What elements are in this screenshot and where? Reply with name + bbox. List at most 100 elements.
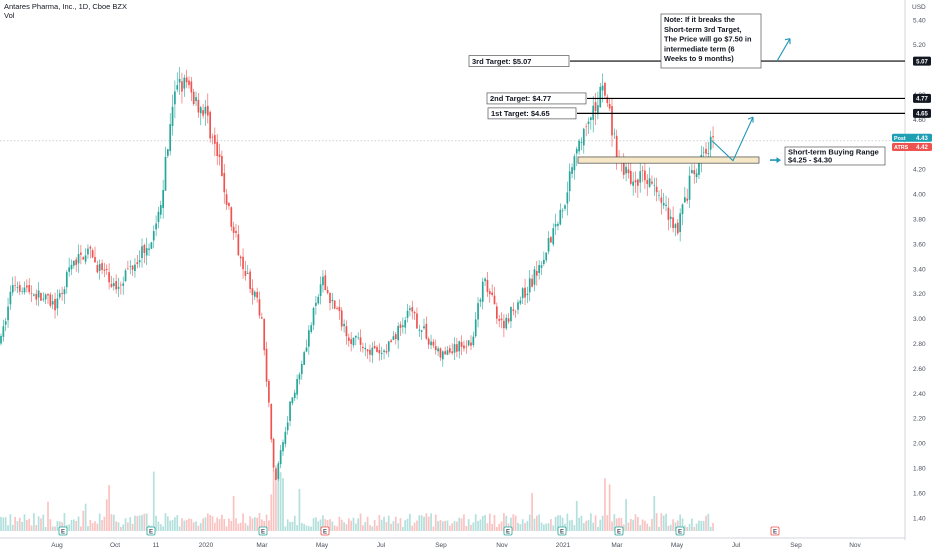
volume-bar — [2, 517, 5, 531]
candle-body — [37, 290, 40, 298]
candle-body — [463, 345, 465, 349]
volume-bar — [695, 523, 698, 531]
earnings-marker[interactable]: E — [258, 526, 268, 536]
volume-bar — [465, 526, 468, 531]
earnings-marker-box[interactable] — [320, 526, 330, 536]
candle-body — [18, 285, 21, 292]
candle-body — [242, 256, 244, 270]
volume-bar — [331, 521, 334, 531]
volume-bar — [498, 523, 501, 531]
candle-body — [547, 238, 550, 252]
volume-bar — [218, 519, 221, 531]
earnings-marker-box[interactable] — [503, 526, 513, 536]
candle-body — [503, 320, 505, 329]
candle-body — [277, 463, 280, 479]
volume-bar — [416, 520, 418, 531]
earnings-marker[interactable]: E — [675, 526, 685, 536]
candle-body — [413, 311, 416, 314]
volume-bar — [70, 519, 73, 531]
earnings-marker-box[interactable] — [146, 526, 156, 536]
volume-bar — [21, 521, 23, 531]
earnings-marker[interactable]: E — [557, 526, 567, 536]
y-tick-label: 2.60 — [913, 366, 926, 373]
candle-body — [373, 346, 376, 349]
candle-body — [68, 267, 70, 272]
volume-bar — [444, 520, 446, 531]
earnings-marker[interactable]: E — [503, 526, 513, 536]
y-tick-label: 3.00 — [913, 316, 926, 323]
candle-body — [484, 278, 486, 282]
earnings-marker-box[interactable] — [58, 526, 68, 536]
earnings-marker[interactable]: E — [614, 526, 624, 536]
candle-body — [258, 299, 261, 316]
candle-body — [265, 348, 268, 382]
volume-bar — [519, 524, 522, 531]
candle-body — [261, 317, 263, 319]
earnings-marker[interactable]: E — [320, 526, 330, 536]
volume-bar — [4, 517, 7, 531]
volume-bar — [427, 516, 430, 531]
y-tick-label: 2.00 — [913, 441, 926, 448]
candle-body — [437, 348, 439, 352]
candle-body — [98, 264, 101, 271]
volume-bar — [627, 522, 630, 531]
volume-bar — [7, 525, 9, 531]
candle-body — [634, 180, 637, 183]
target-price-tag-label: 4.65 — [916, 112, 928, 118]
volume-bar — [561, 517, 564, 531]
volume-bar — [251, 518, 254, 531]
x-tick-label: Sep — [435, 542, 447, 549]
volume-bar — [87, 526, 89, 531]
volume-bar — [141, 514, 143, 531]
candle-body — [597, 105, 599, 115]
earnings-marker[interactable]: E — [770, 526, 780, 536]
volume-bar — [385, 521, 388, 531]
volume-bar — [42, 514, 45, 531]
candle-body — [622, 160, 625, 175]
volume-bar — [559, 515, 562, 531]
volume-bar — [310, 526, 313, 531]
candle-body — [432, 341, 435, 346]
volume-bar — [449, 525, 451, 531]
candle-body — [315, 302, 317, 306]
candle-body — [291, 397, 294, 404]
candle-body — [453, 344, 456, 353]
candle-body — [199, 107, 202, 114]
candle-body — [526, 293, 529, 296]
candle-body — [150, 242, 153, 249]
volume-bar — [437, 521, 439, 531]
candle-body — [112, 283, 115, 287]
earnings-marker-box[interactable] — [675, 526, 685, 536]
earnings-marker[interactable]: E — [146, 526, 156, 536]
candle-body — [44, 294, 47, 300]
earnings-marker-box[interactable] — [770, 526, 780, 536]
earnings-marker-box[interactable] — [614, 526, 624, 536]
buying-range-box[interactable] — [577, 156, 760, 164]
volume-bar — [28, 518, 31, 531]
candle-body — [385, 351, 388, 353]
earnings-marker-box[interactable] — [557, 526, 567, 536]
earnings-marker[interactable]: E — [58, 526, 68, 536]
candle-body — [171, 106, 174, 127]
candle-body — [30, 292, 33, 294]
candle-body — [707, 153, 710, 154]
volume-bar — [171, 520, 174, 531]
volume-bar — [326, 520, 329, 531]
note-arrow[interactable] — [776, 38, 791, 62]
candle-body — [345, 326, 348, 337]
candle-body — [481, 281, 484, 302]
y-tick-label: 3.80 — [913, 217, 926, 224]
candle-body — [159, 205, 162, 215]
candle-body — [521, 288, 524, 299]
candle-body — [195, 97, 197, 102]
volume-bar — [571, 519, 573, 531]
projection-path[interactable] — [711, 116, 754, 162]
volume-bar — [188, 518, 190, 531]
candle-body — [510, 306, 512, 322]
volume-bar — [305, 525, 308, 531]
volume-bar — [152, 471, 155, 531]
candle-body — [580, 141, 583, 143]
earnings-marker-box[interactable] — [258, 526, 268, 536]
